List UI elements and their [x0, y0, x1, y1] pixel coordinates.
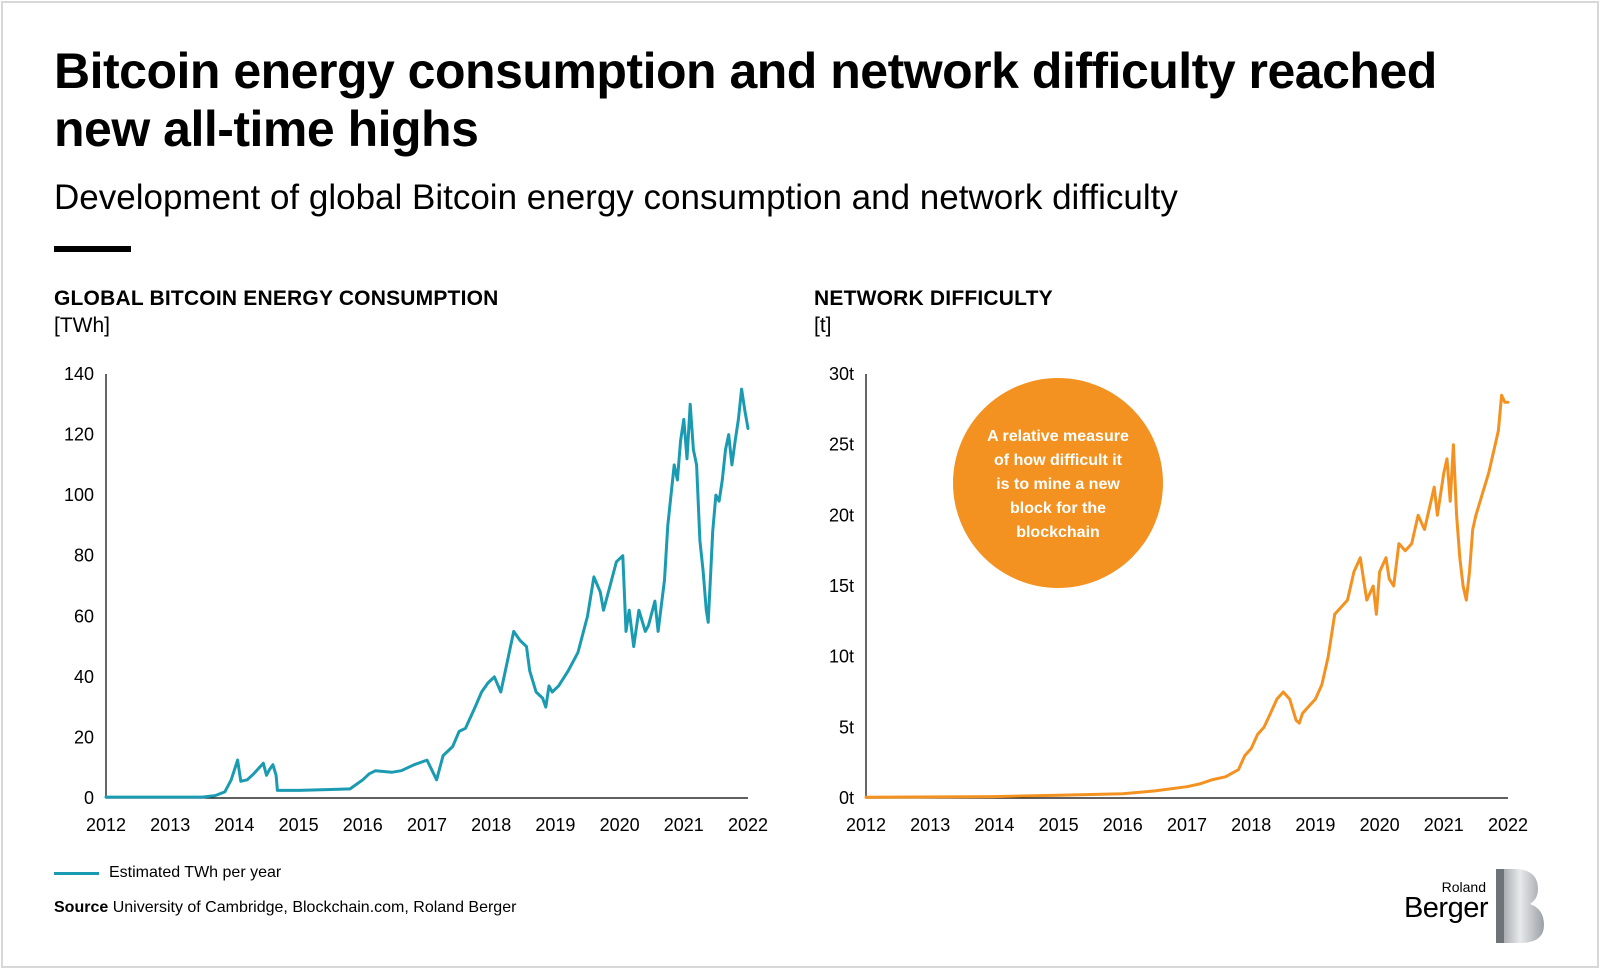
difficulty-x-tick-label: 2017	[1167, 815, 1207, 835]
logo-line2: Berger	[1403, 892, 1489, 924]
difficulty-y-tick-label: 25t	[829, 435, 854, 455]
annotation-line: A relative measure	[987, 428, 1129, 445]
energy-x-tick-label: 2015	[279, 815, 319, 835]
difficulty-x-tick-label: 2022	[1488, 815, 1528, 835]
source-label: Source	[54, 899, 109, 916]
energy-x-tick-label: 2018	[471, 815, 511, 835]
difficulty-y-tick-label: 30t	[829, 364, 854, 384]
energy-x-tick-label: 2016	[343, 815, 383, 835]
energy-y-tick-label: 60	[74, 606, 94, 626]
difficulty-series-line	[864, 393, 1510, 799]
difficulty-x-tick-label: 2018	[1231, 815, 1271, 835]
energy-y-tick-label: 40	[74, 667, 94, 687]
difficulty-y-tick-label: 15t	[829, 576, 854, 596]
difficulty-y-tick-label: 0t	[839, 788, 854, 808]
annotation-line: blockchain	[1016, 524, 1100, 541]
energy-x-tick-label: 2012	[86, 815, 126, 835]
energy-y-tick-label: 20	[74, 727, 94, 747]
annotation-line: of how difficult it	[994, 452, 1123, 469]
difficulty-x-tick-label: 2013	[910, 815, 950, 835]
annotation-line: block for the	[1010, 500, 1106, 517]
energy-x-tick-label: 2014	[214, 815, 254, 835]
logo-b-mark-icon	[1496, 869, 1544, 943]
energy-y-tick-label: 120	[64, 425, 94, 445]
difficulty-x-tick-label: 2012	[846, 815, 886, 835]
energy-y-tick-label: 80	[74, 546, 94, 566]
difficulty-x-tick-label: 2020	[1360, 815, 1400, 835]
energy-y-tick-label: 140	[64, 364, 94, 384]
difficulty-y-tick-label: 20t	[829, 505, 854, 525]
title-rule	[54, 246, 131, 252]
energy-chart-unit: [TWh]	[54, 314, 110, 337]
difficulty-x-tick-label: 2016	[1103, 815, 1143, 835]
difficulty-y-tick-label: 5t	[839, 717, 854, 737]
energy-y-tick-label: 0	[84, 788, 94, 808]
legend: Estimated TWh per year	[54, 864, 281, 882]
energy-y-tick-label: 100	[64, 485, 94, 505]
energy-chart-title: GLOBAL BITCOIN ENERGY CONSUMPTION	[54, 287, 499, 310]
difficulty-chart-unit: [t]	[814, 314, 832, 337]
energy-x-tick-label: 2021	[664, 815, 704, 835]
energy-x-tick-label: 2020	[600, 815, 640, 835]
difficulty-x-tick-label: 2014	[974, 815, 1014, 835]
source-note: Source University of Cambridge, Blockcha…	[54, 899, 516, 917]
difficulty-annotation-text: A relative measure of how difficult it is …	[987, 428, 1129, 541]
roland-berger-logo: Roland Berger	[1396, 865, 1556, 945]
energy-x-tick-label: 2022	[728, 815, 768, 835]
difficulty-annotation-bubble	[953, 378, 1163, 588]
legend-swatch	[54, 871, 99, 875]
source-text: University of Cambridge, Blockchain.com,…	[112, 899, 517, 916]
difficulty-x-tick-label: 2019	[1295, 815, 1335, 835]
legend-label: Estimated TWh per year	[109, 864, 282, 881]
energy-x-tick-label: 2013	[150, 815, 190, 835]
difficulty-chart-title: NETWORK DIFFICULTY	[814, 287, 1053, 310]
energy-series-line	[104, 387, 750, 799]
difficulty-x-tick-label: 2021	[1424, 815, 1464, 835]
difficulty-y-tick-label: 10t	[829, 647, 854, 667]
energy-x-tick-label: 2017	[407, 815, 447, 835]
energy-x-tick-label: 2019	[535, 815, 575, 835]
annotation-line: is to mine a new	[996, 476, 1120, 493]
logo-line1: Roland	[1441, 879, 1486, 895]
page-subtitle: Development of global Bitcoin energy con…	[54, 178, 1178, 217]
page-title: Bitcoin energy consumption and network d…	[54, 43, 1437, 157]
difficulty-x-tick-label: 2015	[1039, 815, 1079, 835]
